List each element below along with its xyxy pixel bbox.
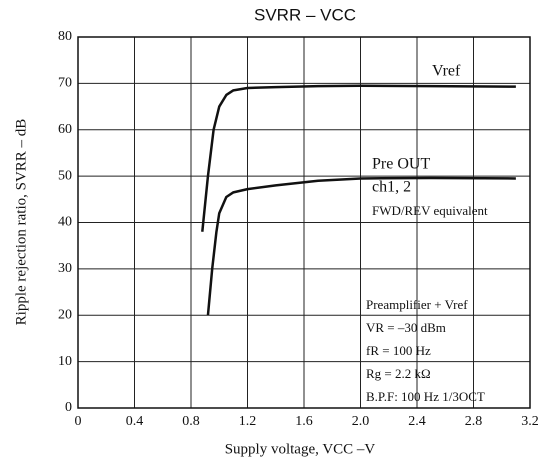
annotation: ch1, 2 [372,179,411,196]
y-tick-label: 40 [58,215,72,230]
annotation: Rg = 2.2 kΩ [366,366,431,381]
y-tick-label: 50 [58,168,72,183]
series-label: Pre OUT [372,156,430,173]
y-tick-label: 0 [65,400,72,415]
y-tick-label: 60 [58,122,72,137]
x-tick-label: 1.6 [295,414,313,429]
x-tick-label: 0 [75,414,82,429]
plot-frame [77,36,531,409]
y-tick-label: 20 [58,307,72,322]
y-tick-label: 80 [58,29,72,44]
x-tick-label: 2.8 [465,414,483,429]
y-tick-label: 10 [58,354,72,369]
x-tick-label: 0.8 [182,414,200,429]
series-label: Vref [432,63,461,80]
annotation: B.P.F: 100 Hz 1/3OCT [366,389,485,404]
annotation: FWD/REV equivalent [372,203,488,218]
x-axis-label: Supply voltage, VCC –V [225,441,376,457]
x-tick-label: 1.2 [239,414,257,429]
annotation: Preamplifier + Vref [366,297,468,312]
annotation: VR = –30 dBm [366,320,446,335]
series-line [201,84,516,232]
y-tick-label: 70 [58,76,72,91]
x-tick-label: 3.2 [521,414,539,429]
series-line [206,176,516,316]
x-tick-label: 2.4 [408,414,426,429]
chart-title: SVRR – VCC [254,5,356,24]
x-tick-label: 0.4 [126,414,144,429]
y-tick-label: 30 [58,261,72,276]
y-axis-label: Ripple rejection ratio, SVRR – dB [13,119,29,326]
x-tick-label: 2.0 [352,414,370,429]
annotation: fR = 100 Hz [366,343,431,358]
